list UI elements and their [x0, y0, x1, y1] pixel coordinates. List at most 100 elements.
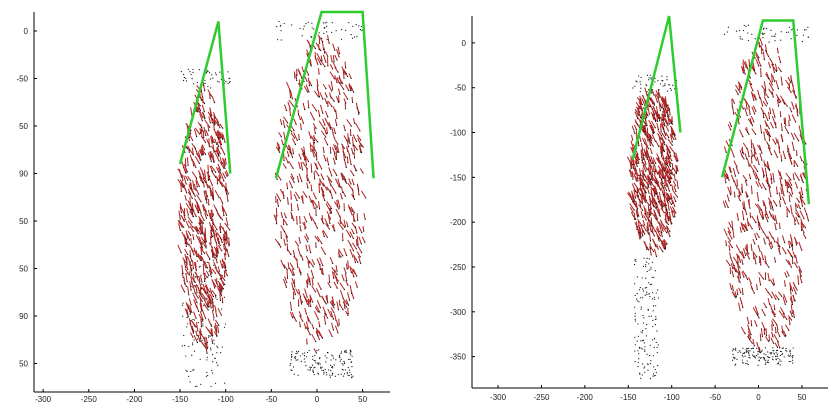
fiber-point [730, 125, 733, 128]
fiber-point [185, 285, 187, 288]
fiber-point [299, 326, 301, 328]
fiber-segment [316, 288, 321, 297]
fiber-point [744, 333, 746, 335]
fiber-point [320, 49, 322, 52]
fiber-point [212, 298, 214, 300]
fiber-segment [764, 260, 770, 268]
fiber-point [754, 57, 756, 59]
surface-point [196, 81, 198, 84]
fiber-point [314, 150, 316, 152]
fiber-point [725, 244, 727, 247]
fiber-point [286, 122, 289, 124]
fiber-segment [768, 231, 773, 239]
fiber-segment [214, 266, 220, 274]
fiber-point [209, 291, 211, 293]
fiber-segment [802, 172, 806, 179]
fiber-point [195, 317, 197, 319]
tendon-point [217, 364, 219, 366]
fiber-point [342, 82, 344, 84]
fiber-point [757, 185, 759, 187]
fiber-point [205, 210, 207, 212]
fiber-point [793, 316, 795, 318]
fiber-segment [328, 329, 333, 337]
fiber-segment [343, 124, 346, 131]
fiber-segment [672, 189, 678, 198]
fiber-point [216, 255, 219, 257]
fiber-point [760, 264, 762, 266]
fiber-point [201, 243, 203, 245]
fiber-segment [348, 137, 351, 144]
fiber-point [655, 162, 657, 165]
fiber-point [330, 184, 332, 186]
fiber-segment [313, 127, 316, 134]
fiber-point [788, 211, 791, 213]
fiber-point [771, 84, 773, 86]
fiber-point [209, 258, 211, 260]
fiber-point [280, 246, 282, 248]
fiber-segment [296, 258, 299, 268]
x-tick-label: -200 [577, 393, 594, 402]
tendon-point [765, 362, 767, 364]
fiber-point [218, 272, 220, 274]
fiber-point [666, 189, 668, 192]
fiber-segment [220, 181, 227, 190]
fiber-point [189, 201, 191, 203]
fiber-segment [741, 271, 745, 278]
fiber-point [213, 161, 215, 163]
fiber-point [207, 179, 210, 182]
tendon-point [637, 335, 639, 337]
fiber-segment [213, 118, 219, 126]
fiber-segment [782, 150, 786, 159]
fiber-segment [211, 95, 216, 103]
fiber-segment [647, 174, 652, 180]
fiber-segment [198, 330, 202, 339]
fiber-segment [657, 113, 663, 121]
tendon-point [792, 347, 794, 349]
fiber-segment [191, 158, 195, 166]
fiber-point [313, 178, 316, 180]
fiber-segment [317, 161, 323, 170]
fiber-segment [322, 118, 326, 126]
tendon-point [652, 310, 654, 312]
fiber-segment [193, 286, 196, 294]
fiber-point [671, 144, 673, 146]
fiber-segment [754, 203, 761, 211]
fiber-point [220, 314, 223, 316]
fiber-point [307, 283, 309, 285]
fiber-segment [185, 272, 188, 282]
fiber-point [347, 162, 349, 164]
fiber-point [748, 105, 750, 108]
surface-point [735, 30, 738, 32]
fiber-segment [342, 301, 347, 308]
fiber-segment [223, 252, 226, 260]
fiber-point [201, 154, 203, 156]
fiber-point [675, 138, 677, 140]
fiber-segment [650, 172, 653, 180]
fiber-point [222, 127, 224, 129]
fiber-point [785, 124, 787, 126]
fiber-segment [209, 266, 212, 275]
fiber-segment [330, 185, 337, 194]
fiber-point [789, 200, 791, 202]
fiber-point [305, 313, 308, 315]
tendon-point [204, 277, 207, 280]
fiber-point [189, 193, 192, 195]
fiber-point [648, 105, 650, 108]
fiber-point [201, 259, 203, 262]
fiber-point [664, 114, 666, 116]
fiber-segment [355, 102, 358, 109]
fiber-point [350, 183, 352, 185]
fiber-point [345, 166, 347, 169]
fiber-point [661, 178, 663, 180]
fiber-segment [754, 233, 757, 240]
fiber-segment [349, 169, 355, 176]
fiber-point [202, 101, 204, 104]
fiber-segment [327, 308, 332, 317]
fiber-segment [758, 224, 764, 233]
fiber-segment [207, 209, 211, 219]
fiber-point [672, 188, 674, 191]
fiber-segment [300, 162, 303, 170]
tendon-point [767, 361, 769, 364]
fiber-point [747, 68, 749, 70]
fiber-segment [205, 336, 208, 343]
